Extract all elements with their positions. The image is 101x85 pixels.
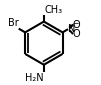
Text: O: O xyxy=(73,29,80,39)
Text: H₂N: H₂N xyxy=(25,73,43,83)
Text: +: + xyxy=(67,24,73,30)
Text: CH₃: CH₃ xyxy=(45,5,63,15)
Text: −: − xyxy=(72,19,78,28)
Text: O: O xyxy=(73,20,80,30)
Text: N: N xyxy=(68,24,76,34)
Text: Br: Br xyxy=(8,18,18,28)
